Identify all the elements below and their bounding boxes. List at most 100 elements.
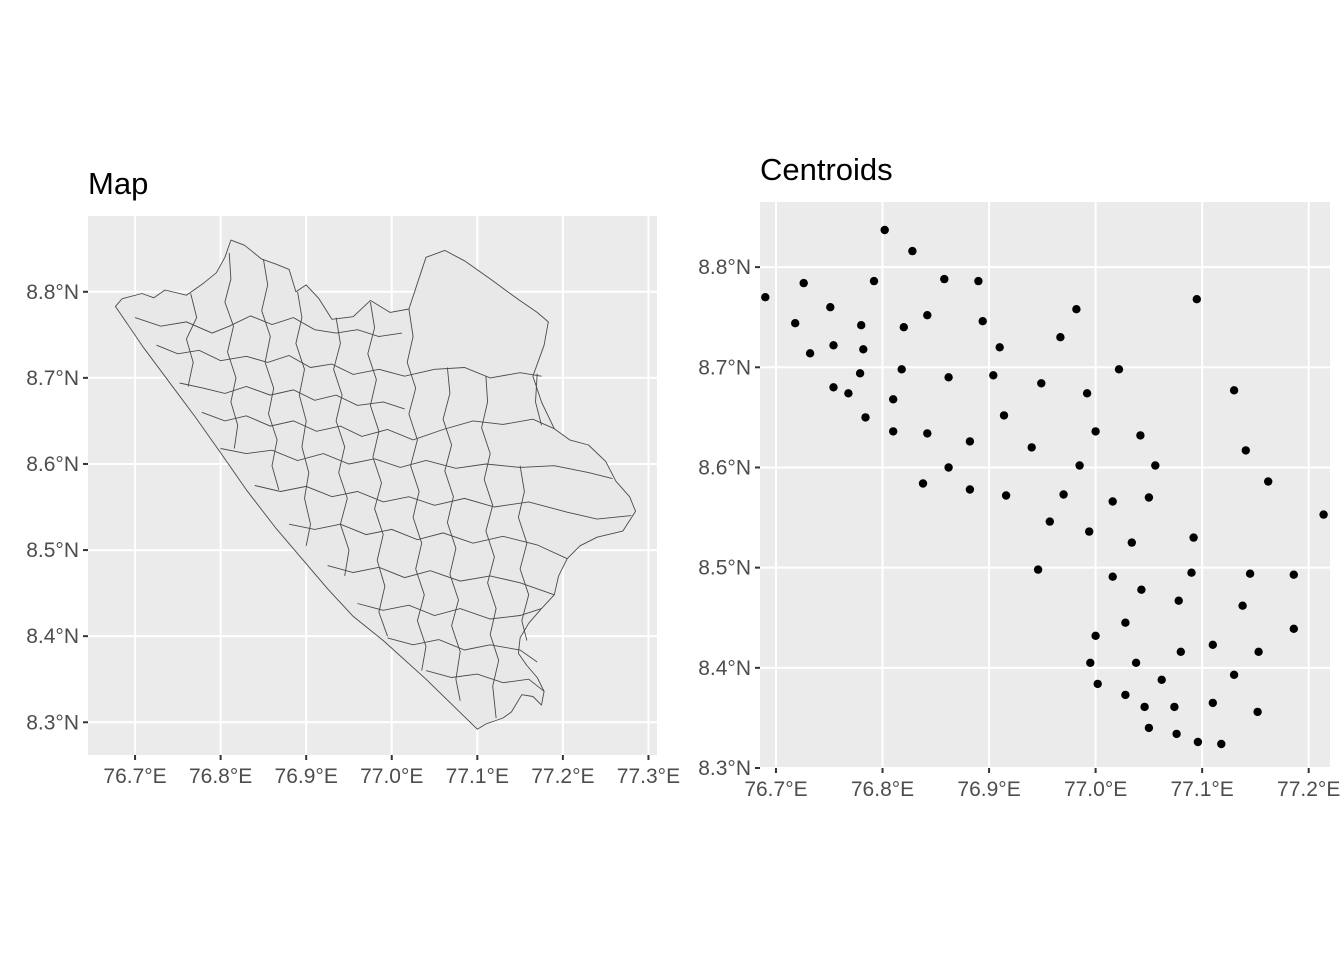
region-boundary [220,448,613,480]
map-x-tick-label: 77.1°E [446,765,509,788]
map-y-tick-label: 8.3°N [26,711,79,734]
centroid-point [1253,707,1262,717]
region-boundary [179,382,405,410]
centroid-point [1189,533,1198,542]
centroids-title: Centroids [760,152,893,187]
centroid-point [1072,305,1081,314]
centroid-point [1121,618,1130,627]
map-x-tick-label: 77.0°E [360,765,423,788]
centroid-point [1217,739,1226,749]
centroid-point [1108,572,1117,581]
centroid-point [1264,477,1273,486]
map-y-tick-label: 8.8°N [26,281,79,304]
region-boundary [134,315,403,337]
centroid-point [761,293,770,302]
region-boundary [156,344,542,379]
centroids-y-tick-label: 8.7°N [698,356,751,379]
centroid-point [1174,596,1183,605]
centroids-x-tick-label: 76.7°E [744,778,807,801]
region-boundary [367,302,388,637]
district-outline [114,239,637,730]
centroid-point [1127,538,1137,547]
region-boundary [261,259,280,490]
centroid-point [805,349,815,358]
centroid-point [844,389,853,398]
centroid-point [1091,631,1100,640]
centroid-point [1082,389,1092,398]
centroid-point [1093,679,1102,689]
centroid-point [861,413,870,422]
centroid-point [1319,510,1328,519]
map-x-axis: 76.7°E 76.8°E 76.9°E 77.0°E 77.1°E 77.2°E 77.3… [103,755,680,788]
map-x-tick-label: 77.3°E [617,765,680,788]
centroid-point [1075,461,1084,470]
centroid-point [1170,702,1179,712]
region-boundary [289,523,568,560]
centroid-point [1144,493,1154,502]
region-boundary [295,291,311,546]
centroid-point [1086,658,1095,667]
centroid-point [1172,729,1181,739]
centroid-point [978,317,987,326]
centroid-point [944,463,953,472]
region-boundary [201,411,555,441]
centroids-y-tick-label: 8.4°N [698,657,751,680]
centroid-point [944,373,953,382]
centroid-point [1085,527,1094,536]
centroids-y-tick-label: 8.5°N [698,557,751,580]
centroid-point [908,246,917,256]
region-boundary [425,670,545,692]
centroid-point [1121,690,1130,700]
centroid-point [1245,569,1255,578]
centroid-point [965,485,975,494]
centroids-x-tick-label: 77.2°E [1277,778,1340,801]
centroids-x-tick-label: 77.0°E [1064,778,1127,801]
centroid-point [1238,601,1247,610]
centroid-point [1037,379,1046,388]
centroid-point [829,341,838,350]
centroid-point [899,323,908,332]
centroids-plot-background [760,202,1330,768]
centroid-point [918,479,928,488]
region-boundary [406,308,427,671]
centroid-point [1137,585,1146,594]
centroids-y-tick-label: 8.8°N [698,256,751,279]
centroid-point [1192,295,1202,304]
centroid-point [829,383,838,392]
centroid-point [1027,443,1036,452]
centroid-point [974,276,983,286]
centroid-point [1136,431,1145,440]
centroid-point [826,303,835,312]
map-y-tick-label: 8.5°N [26,539,79,562]
region-boundary [224,252,239,449]
map-panel: Map 76.7°E 76.8°E 76.9°E 77.0°E 77.1°E 77.2°E… [26,166,680,788]
centroids-x-tick-label: 76.9°E [957,778,1020,801]
map-y-axis: 8.3°N 8.4°N 8.5°N 8.6°N 8.7°N 8.8°N [26,281,88,734]
centroid-point [855,369,865,378]
centroid-point [940,274,949,284]
map-x-tick-label: 76.7°E [103,765,166,788]
centroid-point [889,427,898,436]
centroid-point [1289,624,1299,633]
map-y-tick-label: 8.4°N [26,625,79,648]
centroid-point [1114,365,1124,374]
centroid-point [1208,698,1218,708]
centroids-y-axis: 8.3°N 8.4°N 8.5°N 8.6°N 8.7°N 8.8°N [698,256,760,780]
centroids-y-tick-label: 8.3°N [698,757,751,780]
centroid-point [923,429,932,438]
map-y-tick-label: 8.6°N [26,453,79,476]
centroid-point [1176,647,1186,656]
centroid-point [1241,446,1251,455]
centroid-point [1187,568,1196,577]
centroid-point [1059,490,1068,499]
map-x-tick-label: 76.8°E [189,765,252,788]
centroid-point [1151,461,1160,470]
map-x-tick-label: 77.2°E [531,765,594,788]
centroid-point [1144,723,1154,733]
centroid-point [869,276,879,286]
centroid-point [880,225,889,235]
centroid-point [1193,737,1203,747]
region-boundary [387,637,538,663]
region-boundary [327,565,555,596]
